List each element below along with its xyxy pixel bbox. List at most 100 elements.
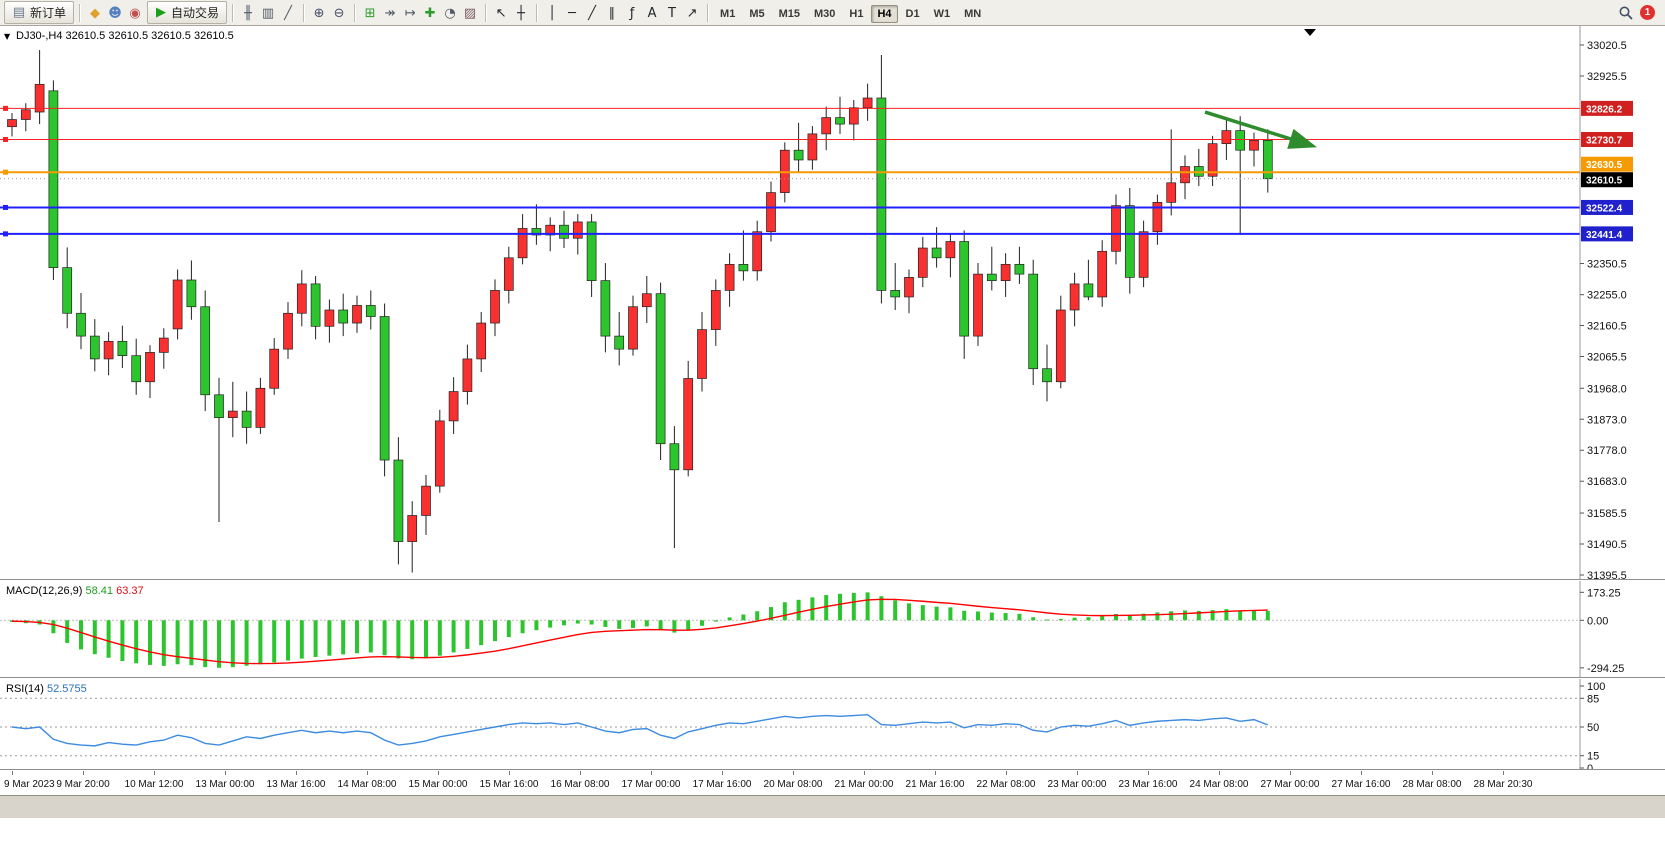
- price-tick-label: 32160.5: [1587, 320, 1627, 332]
- hline-handle[interactable]: [3, 204, 8, 210]
- candle-body: [365, 305, 376, 317]
- candle-body: [821, 117, 832, 135]
- vertical-line-icon[interactable]: │: [548, 5, 556, 21]
- price-tag: [1581, 156, 1633, 172]
- timeframe-M5[interactable]: M5: [749, 7, 765, 20]
- timeframe-M1[interactable]: M1: [720, 7, 736, 20]
- candle-body: [862, 97, 873, 109]
- candle-body: [973, 273, 983, 337]
- time-tick-label: 23 Mar 00:00: [1047, 779, 1107, 790]
- macd-bar: [865, 592, 870, 621]
- macd-panel[interactable]: 173.25 0.00 -294.25 MACD(12,26,9) 58.41 63.…: [0, 581, 1665, 677]
- timeframe-D1[interactable]: D1: [905, 7, 920, 20]
- profile-icon[interactable]: ☻: [108, 5, 122, 21]
- macd-bar: [520, 620, 525, 634]
- macd-bar: [175, 620, 180, 665]
- panel-separator[interactable]: [0, 677, 1665, 679]
- candlestick-chart-icon[interactable]: ▥: [261, 5, 275, 21]
- macd-bar: [575, 620, 580, 624]
- line-chart-icon[interactable]: ╱: [284, 5, 292, 21]
- search-icon[interactable]: [1618, 5, 1634, 21]
- trendline-icon[interactable]: ╱: [588, 5, 596, 21]
- fibonacci-icon[interactable]: ƒ: [629, 5, 635, 21]
- channel-icon[interactable]: ∥: [608, 5, 616, 21]
- candle-body: [158, 337, 169, 353]
- zoom-in-icon[interactable]: ⊕: [313, 5, 325, 21]
- candle-body: [517, 228, 528, 259]
- hline-handle[interactable]: [3, 231, 8, 237]
- candle-body: [697, 329, 707, 379]
- timeframe-M15[interactable]: M15: [778, 7, 800, 20]
- timeframe-H4[interactable]: H4: [871, 4, 898, 23]
- trend-arrow-object[interactable]: [1204, 110, 1318, 149]
- macd-bar: [148, 620, 152, 665]
- price-tick-label: 32065.5: [1587, 351, 1627, 363]
- macd-bar: [299, 620, 304, 659]
- hline-handle[interactable]: [3, 137, 8, 143]
- macd-bar: [120, 620, 125, 662]
- timeframe-H1[interactable]: H1: [849, 7, 864, 20]
- hline-handle[interactable]: [3, 105, 8, 111]
- arrows-icon[interactable]: ↗: [686, 5, 698, 21]
- new-order-button[interactable]: ▤ 新订单: [4, 1, 75, 24]
- chart-shift-icon[interactable]: ↦: [404, 5, 416, 21]
- auto-scroll-icon[interactable]: ↠: [384, 5, 396, 21]
- macd-axis-label: 173.25: [1587, 587, 1621, 599]
- new-chart-icon[interactable]: ✚: [424, 5, 436, 21]
- timeframe-W1[interactable]: W1: [933, 7, 951, 20]
- price-tick-label: 33020.5: [1587, 40, 1627, 52]
- candle-body: [641, 293, 652, 308]
- templates-icon[interactable]: ▨: [463, 5, 477, 21]
- new-order-label: 新订单: [30, 6, 67, 20]
- mql5-market-icon[interactable]: ◆: [90, 5, 101, 21]
- price-tag-label: 32610.5: [1586, 176, 1623, 187]
- one-click-trading-toggle[interactable]: ▼: [4, 32, 11, 41]
- candle-body: [186, 279, 197, 308]
- candle-body: [7, 119, 17, 128]
- macd-bar: [1058, 618, 1063, 621]
- candle-body: [324, 309, 335, 327]
- candle-body: [1014, 263, 1025, 275]
- panel-separator[interactable]: [0, 769, 1665, 771]
- chart-shift-marker[interactable]: [1304, 29, 1316, 36]
- price-tag-label: 32630.5: [1586, 160, 1623, 171]
- macd-bar: [824, 595, 829, 621]
- cursor-icon[interactable]: ↖: [495, 5, 507, 21]
- panel-separator[interactable]: [0, 579, 1665, 581]
- candle-body: [835, 117, 845, 125]
- macd-bar: [755, 611, 760, 621]
- news-globe-icon[interactable]: ◉: [129, 5, 141, 21]
- candle-body: [1138, 231, 1149, 278]
- periods-icon[interactable]: ◔: [444, 5, 456, 21]
- candle-body: [738, 263, 749, 272]
- time-tick-label: 15 Mar 16:00: [479, 779, 539, 790]
- macd-bar: [1183, 610, 1187, 621]
- candle-body: [766, 192, 776, 233]
- zoom-out-icon[interactable]: ⊖: [333, 5, 345, 21]
- bar-chart-icon[interactable]: ╫: [244, 5, 252, 21]
- notification-badge[interactable]: 1: [1640, 5, 1655, 20]
- macd-bar: [1155, 612, 1160, 621]
- macd-bar: [920, 605, 925, 621]
- text-label-icon[interactable]: T: [668, 5, 676, 21]
- horizontal-line-icon[interactable]: ─: [568, 5, 576, 21]
- time-axis[interactable]: 9 Mar 2023 9 Mar 20:00 10 Mar 12:00 13 Mar …: [0, 771, 1665, 795]
- price-tick-label: 31585.5: [1587, 508, 1627, 520]
- candle-body: [793, 149, 804, 161]
- window-bottom-bar: [0, 795, 1665, 818]
- toolbar-separator: [303, 3, 305, 22]
- autotrade-button[interactable]: ▶ 自动交易: [147, 1, 228, 24]
- main-chart[interactable]: 33020.5 32925.5 32350.5 32255.0 32160.5 32065…: [0, 26, 1665, 581]
- candle-body: [752, 231, 763, 272]
- timeframe-MN[interactable]: MN: [964, 7, 982, 20]
- candle-body: [1249, 140, 1259, 151]
- tile-windows-icon[interactable]: ⊞: [364, 5, 376, 21]
- candle-body: [655, 293, 666, 445]
- hline-handle[interactable]: [3, 169, 8, 175]
- text-icon[interactable]: A: [647, 5, 657, 21]
- macd-bar: [1169, 611, 1174, 621]
- macd-bar: [658, 620, 663, 631]
- crosshair-icon[interactable]: ┼: [517, 5, 525, 21]
- timeframe-M30[interactable]: M30: [814, 7, 836, 20]
